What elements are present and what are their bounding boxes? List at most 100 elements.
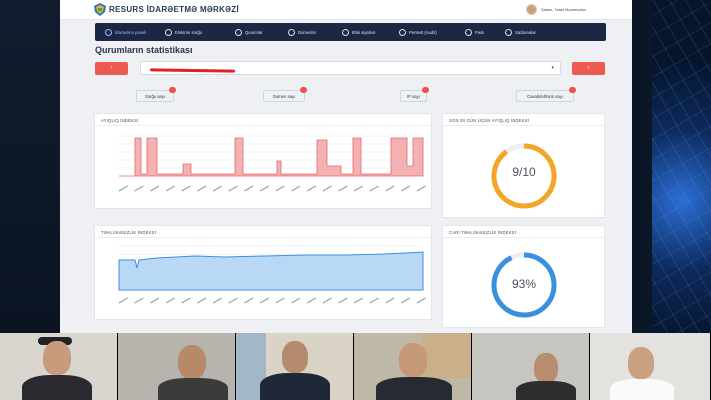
participant-video[interactable] — [472, 333, 590, 400]
participant-body — [376, 377, 452, 400]
x-tick-mark — [275, 297, 285, 304]
dashboard-icon — [105, 28, 112, 36]
count-badge — [169, 87, 176, 93]
stat-button-survey-count[interactable]: Sorğu sayı — [136, 87, 176, 102]
card-title: CARİ TƏHLÜKƏSİZLİK İNDEKSİ — [443, 226, 604, 238]
availability-30-ring — [491, 143, 557, 209]
nav-label: Pentest (Audit) — [409, 29, 437, 35]
stat-button-responsible-count[interactable]: Cavabdehlərin sayı — [516, 87, 576, 102]
nav-label: Sazlamalar — [515, 29, 536, 35]
x-tick-mark — [322, 185, 332, 192]
x-tick-mark — [353, 185, 364, 192]
x-tick-mark — [165, 185, 175, 192]
x-tick-mark — [275, 185, 285, 192]
nav-item-settings[interactable]: Sazlamalar — [505, 23, 536, 41]
main-nav: İdarəetmə paneli Elektron sorğu Qurumlar… — [95, 23, 606, 41]
x-tick-mark — [338, 297, 348, 304]
participant-video[interactable] — [0, 333, 118, 400]
participant-body — [22, 375, 92, 400]
nav-item-survey[interactable]: Elektron sorğu — [165, 23, 202, 41]
next-button[interactable]: › — [572, 62, 605, 75]
x-tick-mark — [416, 185, 426, 192]
participant-video[interactable] — [590, 333, 711, 400]
participant-body — [158, 378, 228, 400]
availability-30-days-card: SON 30 GÜN ÜÇÜN AYIQLIQ İNDEKSİ 9/10 — [442, 113, 605, 218]
x-tick-mark — [165, 297, 175, 304]
security-area — [118, 251, 424, 291]
user-greeting[interactable]: Salam, Tariel Məmmədov — [541, 7, 587, 12]
x-tick-mark — [306, 185, 317, 192]
nav-label: Blok siyahısı — [352, 29, 376, 35]
participant-video[interactable] — [354, 333, 472, 400]
x-tick-mark — [244, 297, 254, 304]
stat-button-domain-count[interactable]: Domen sayı — [263, 87, 307, 102]
box-icon — [465, 28, 472, 36]
nav-item-blocklist[interactable]: Blok siyahısı — [342, 23, 376, 41]
participant-head — [282, 341, 308, 373]
x-tick-mark — [134, 185, 144, 192]
x-tick-mark — [197, 297, 207, 304]
nav-label: Qurumlar — [245, 29, 263, 35]
participant-body — [610, 379, 674, 400]
x-tick-mark — [197, 185, 207, 192]
participant-body — [260, 373, 330, 400]
x-tick-mark — [181, 185, 191, 192]
x-tick-mark — [228, 185, 238, 192]
x-tick-mark — [353, 297, 364, 304]
count-badge — [300, 87, 307, 93]
nav-item-pasli[interactable]: Paslı — [465, 23, 484, 41]
x-tick-mark — [291, 185, 301, 192]
card-title: SON 30 GÜN ÜÇÜN AYIQLIQ İNDEKSİ — [443, 114, 604, 126]
x-tick-mark — [212, 297, 223, 304]
participant-head — [628, 347, 654, 379]
shield-icon — [342, 28, 349, 36]
current-security-card: CARİ TƏHLÜKƏSİZLİK İNDEKSİ 93% — [442, 225, 605, 328]
dashboard-window: RESURS İDARƏETMƏ MƏRKƏZİ Salam, Tariel M… — [60, 0, 632, 333]
stat-button-ip-count[interactable]: IP sayı — [400, 87, 429, 102]
top-bar: RESURS İDARƏETMƏ MƏRKƏZİ Salam, Tariel M… — [60, 0, 632, 20]
availability-30-value: 9/10 — [512, 165, 536, 179]
nav-item-institutions[interactable]: Qurumlar — [235, 23, 262, 41]
nav-item-domains[interactable]: Domenlər — [288, 23, 316, 41]
x-tick-mark — [385, 297, 395, 304]
participant-head — [534, 353, 558, 383]
x-tick-mark — [118, 297, 128, 304]
x-tick-mark — [181, 297, 191, 304]
stat-button-label: Domen sayı — [272, 93, 296, 99]
x-tick-mark — [259, 297, 270, 304]
globe-icon — [288, 28, 295, 36]
participant-head — [399, 343, 427, 377]
avatar[interactable] — [526, 4, 537, 15]
chevron-down-icon: ▾ — [551, 65, 554, 71]
participant-video[interactable] — [118, 333, 236, 400]
x-tick-mark — [400, 297, 411, 304]
previous-button[interactable]: ‹ — [95, 62, 128, 75]
availability-index-card: AYIQLIQ İNDEKSİ — [94, 113, 432, 209]
x-tick-mark — [322, 297, 332, 304]
nav-label: Paslı — [475, 29, 485, 35]
current-security-ring — [491, 252, 557, 318]
participant-head — [178, 345, 206, 379]
x-tick-mark — [228, 297, 238, 304]
gear-icon — [235, 28, 242, 36]
video-call-strip — [0, 333, 711, 400]
count-badge — [422, 87, 429, 93]
x-tick-mark — [291, 297, 301, 304]
security-index-chart — [118, 245, 426, 304]
x-tick-mark — [338, 185, 348, 192]
nav-item-pentest[interactable]: Pentest (Audit) — [399, 23, 437, 41]
gear-icon — [505, 28, 512, 36]
x-tick-mark — [400, 185, 411, 192]
nav-item-dashboard[interactable]: İdarəetmə paneli — [105, 23, 146, 41]
stat-button-label: Cavabdehlərin sayı — [527, 93, 563, 99]
card-title: AYIQLIQ İNDEKSİ — [95, 114, 431, 126]
availability-index-chart — [118, 135, 426, 192]
institution-select[interactable]: ▾ — [140, 61, 561, 75]
background-left — [0, 0, 60, 335]
map-background — [422, 333, 471, 378]
availability-area — [119, 137, 424, 177]
card-title: TƏHLÜKƏSİZLİK İNDEKSİ — [95, 226, 431, 238]
x-tick-mark — [212, 185, 223, 192]
x-tick-mark — [369, 297, 379, 304]
participant-video[interactable] — [236, 333, 354, 400]
